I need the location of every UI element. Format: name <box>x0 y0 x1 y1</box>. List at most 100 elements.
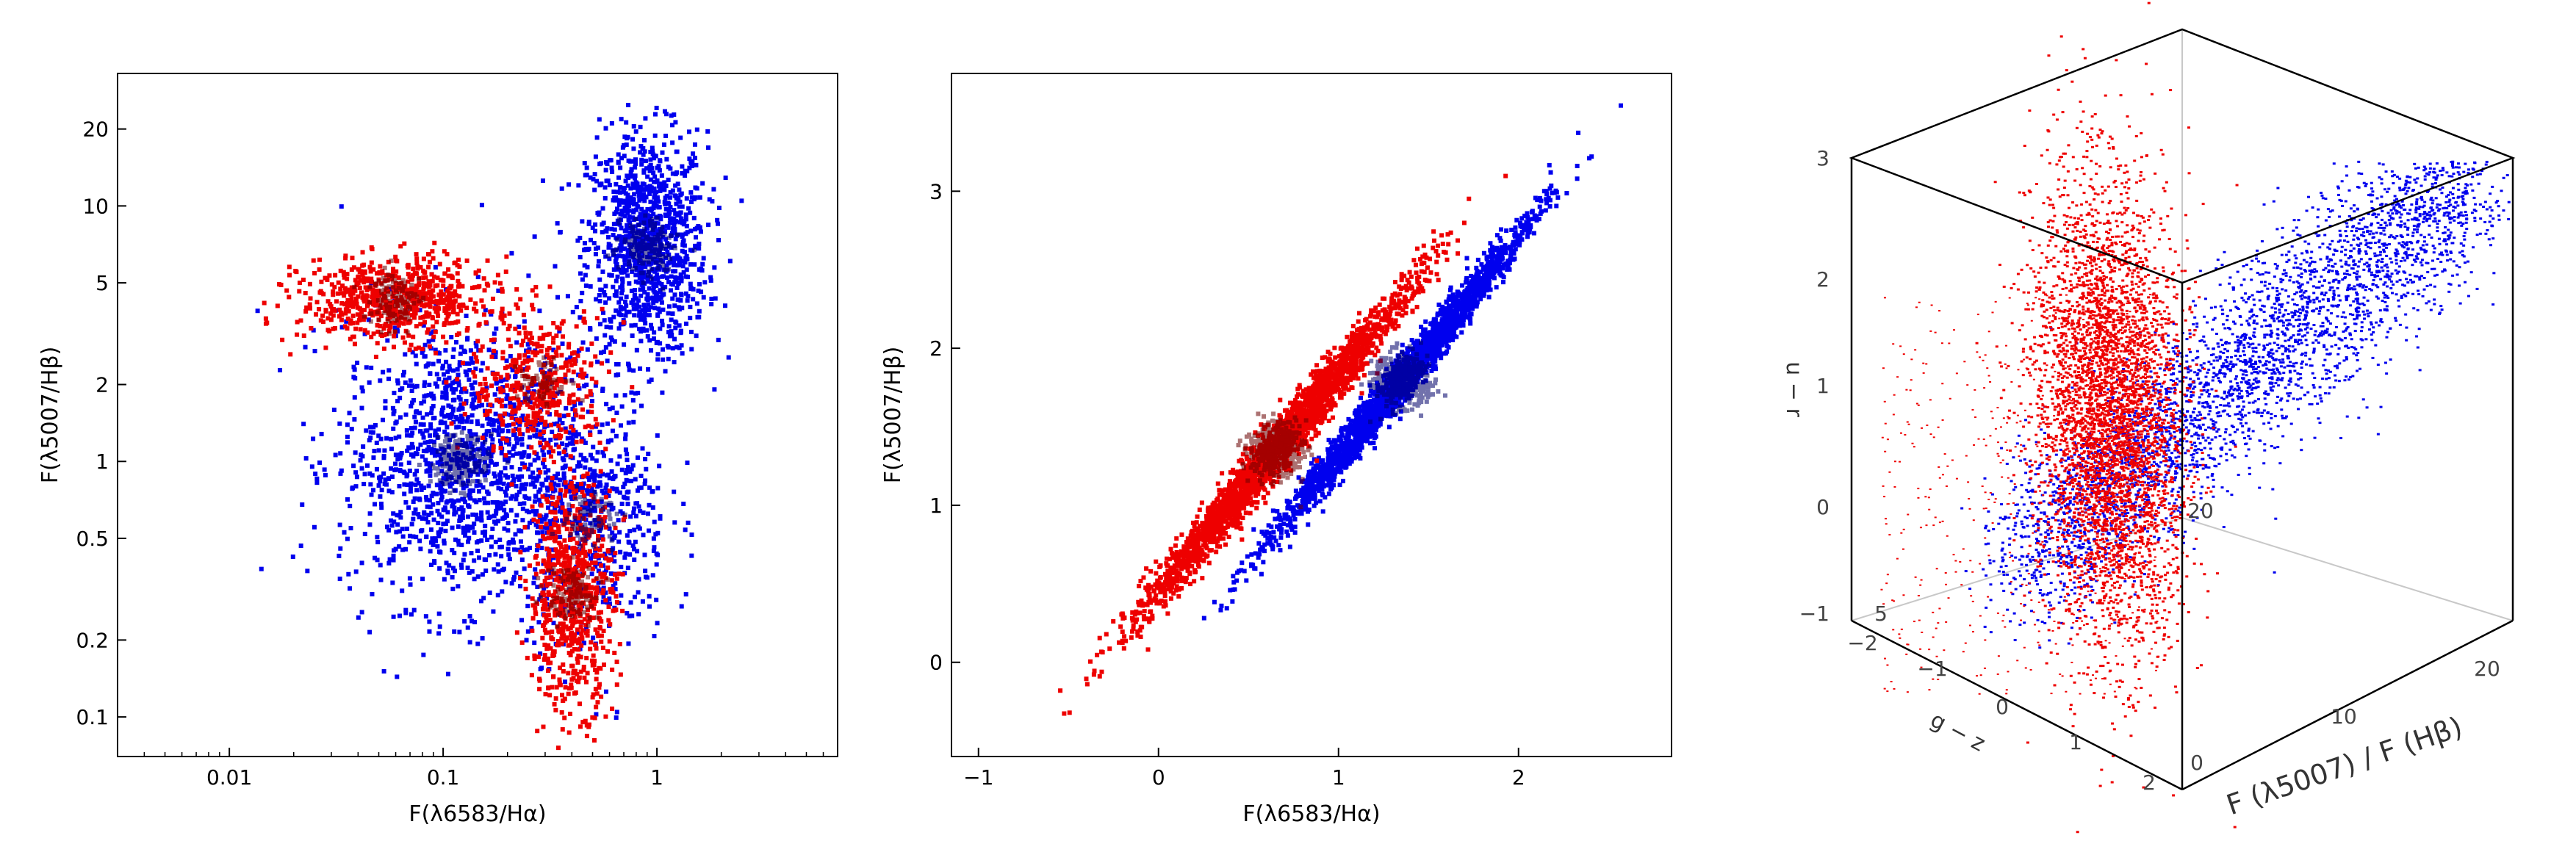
point <box>553 589 558 594</box>
point <box>617 530 622 535</box>
point <box>672 303 677 308</box>
point <box>479 538 484 543</box>
point <box>522 501 527 506</box>
point <box>378 378 383 383</box>
point <box>578 513 583 518</box>
point <box>478 599 483 604</box>
point <box>553 264 558 269</box>
point <box>564 360 569 365</box>
point <box>640 181 645 187</box>
point <box>475 391 481 396</box>
point <box>583 564 589 569</box>
point <box>609 337 614 342</box>
point <box>335 291 340 296</box>
point <box>673 171 678 176</box>
point <box>669 231 674 236</box>
point <box>614 198 619 203</box>
point <box>576 488 581 493</box>
point <box>640 308 645 313</box>
point <box>597 682 602 687</box>
point <box>589 658 594 663</box>
point <box>617 641 622 646</box>
point <box>591 692 596 697</box>
point <box>495 272 500 278</box>
point <box>383 405 388 411</box>
point <box>494 380 500 385</box>
point <box>641 220 647 225</box>
point <box>446 303 451 308</box>
point <box>550 449 555 454</box>
point <box>681 502 686 507</box>
point <box>457 419 462 424</box>
point <box>572 408 578 413</box>
point <box>568 355 573 360</box>
point <box>580 628 585 633</box>
point <box>427 300 432 306</box>
point <box>331 407 337 412</box>
point <box>505 486 510 491</box>
point <box>318 289 323 294</box>
point <box>350 303 356 308</box>
point <box>575 463 580 469</box>
point <box>627 239 632 245</box>
point <box>391 306 396 311</box>
point <box>619 564 624 569</box>
point <box>617 490 622 495</box>
point <box>490 480 495 485</box>
point <box>395 312 400 317</box>
point <box>352 395 357 400</box>
point <box>679 259 684 264</box>
point <box>496 485 501 491</box>
point <box>429 406 434 411</box>
point <box>465 414 470 419</box>
point <box>694 162 699 167</box>
point <box>536 530 541 535</box>
point <box>551 621 556 626</box>
point <box>539 344 544 349</box>
point <box>701 295 706 300</box>
point <box>378 436 384 441</box>
point <box>255 308 260 314</box>
point <box>713 296 718 301</box>
point <box>613 550 618 555</box>
point <box>576 432 581 437</box>
point <box>492 471 497 476</box>
point <box>500 589 505 594</box>
point <box>586 220 591 225</box>
point <box>517 466 522 472</box>
point <box>506 483 511 488</box>
point <box>442 271 447 276</box>
point <box>644 225 650 231</box>
point <box>513 389 518 394</box>
point <box>686 129 691 134</box>
point <box>470 488 475 493</box>
point <box>375 557 380 563</box>
point <box>525 547 530 552</box>
point <box>623 436 628 441</box>
point <box>370 295 375 300</box>
point <box>327 329 332 334</box>
point <box>457 519 462 524</box>
point <box>368 425 373 430</box>
point <box>417 411 422 416</box>
point <box>641 152 646 157</box>
point <box>527 347 532 352</box>
point <box>697 195 702 200</box>
point <box>657 463 662 469</box>
point <box>490 499 495 505</box>
point <box>475 359 480 364</box>
point <box>604 325 609 330</box>
point <box>528 482 533 487</box>
point <box>579 367 584 372</box>
point <box>633 129 638 134</box>
point <box>470 479 475 484</box>
point <box>500 422 505 427</box>
point <box>432 449 437 454</box>
point <box>637 198 642 203</box>
point <box>397 452 402 458</box>
point <box>431 334 436 339</box>
point <box>577 386 582 391</box>
point <box>566 691 571 696</box>
point <box>630 137 636 142</box>
point <box>588 175 593 180</box>
